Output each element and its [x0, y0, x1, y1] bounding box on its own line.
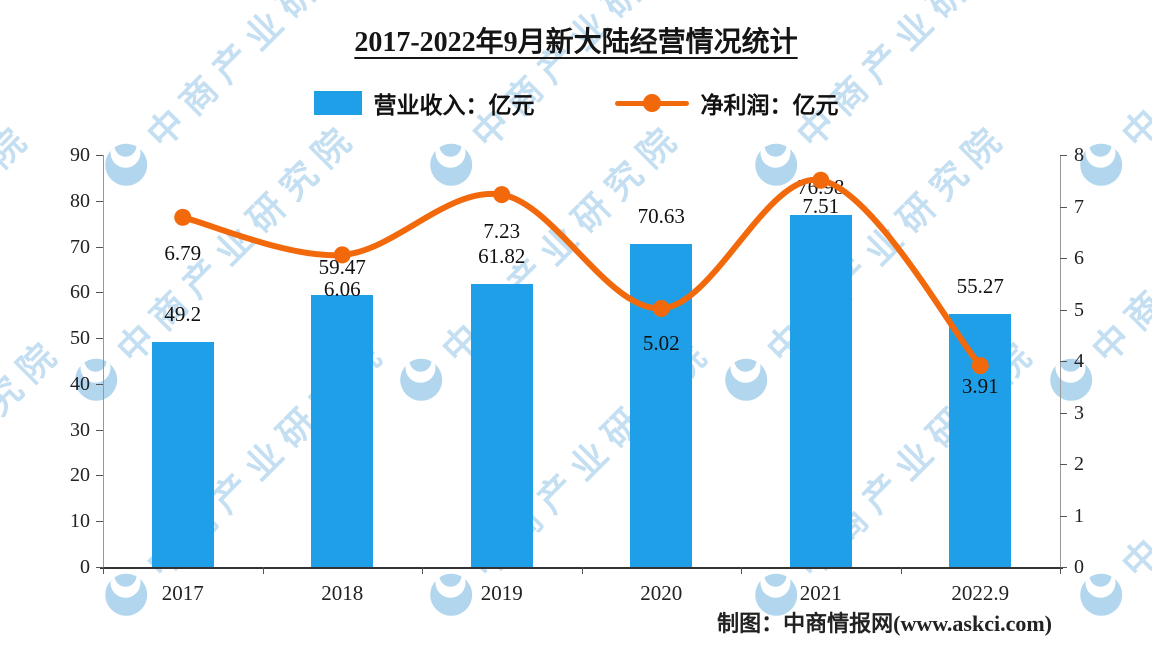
- right-axis-tick-label: 2: [1074, 453, 1084, 475]
- line-value-label: 3.91: [961, 373, 999, 398]
- left-axis-tick-label: 20: [70, 464, 90, 487]
- line-value-label: 7.51: [802, 194, 840, 219]
- profit-marker: [493, 186, 511, 204]
- right-axis-tick-label: 1: [1074, 504, 1084, 527]
- left-axis-tick-label: 40: [70, 372, 90, 395]
- y-axis-left-tick: [96, 567, 103, 568]
- bar-value-label: 70.63: [637, 203, 685, 228]
- y-axis-left-tick: [96, 200, 103, 202]
- legend-label-profit: 净利润：亿元: [700, 93, 839, 118]
- revenue-bar: [789, 214, 852, 567]
- revenue-bar: [311, 294, 374, 567]
- line-value-label: 6.79: [164, 241, 202, 266]
- x-axis-tick: [741, 567, 742, 574]
- right-axis-tick-label: 0: [1074, 556, 1084, 578]
- x-axis-tick: [900, 567, 902, 574]
- y-axis-right-tick: [1060, 412, 1067, 414]
- y-axis-left-tick: [96, 429, 103, 431]
- revenue-bar: [470, 284, 533, 567]
- profit-marker: [812, 171, 830, 189]
- left-axis-tick-label: 70: [70, 235, 90, 258]
- x-axis-label: 2020: [640, 581, 683, 605]
- right-axis-tick-label: 7: [1074, 195, 1084, 218]
- left-axis-tick-label: 50: [70, 327, 90, 350]
- y-axis-right-tick: [1060, 361, 1067, 362]
- y-axis-right-tick: [1060, 309, 1067, 311]
- x-axis-tick: [1060, 567, 1061, 574]
- source-credit: 制图：中商情报网(www.askci.com): [717, 611, 1052, 636]
- profit-marker: [652, 299, 670, 317]
- left-axis-tick-label: 30: [70, 418, 90, 441]
- right-axis-tick-label: 3: [1074, 401, 1084, 424]
- left-axis-tick-label: 10: [70, 510, 90, 533]
- y-axis-left-tick: [96, 475, 103, 477]
- y-axis-left-line: [103, 155, 104, 567]
- y-axis-right-tick: [1060, 464, 1067, 465]
- line-value-label: 7.23: [483, 218, 521, 243]
- revenue-swatch-icon: [313, 91, 362, 115]
- revenue-bar: [949, 313, 1012, 567]
- profit-marker: [174, 208, 192, 226]
- profit-marker: [971, 357, 989, 375]
- revenue-bar: [151, 341, 214, 567]
- x-axis-tick: [103, 567, 104, 574]
- left-axis-tick-label: 80: [70, 189, 90, 212]
- bar-value-label: 55.27: [956, 273, 1004, 298]
- profit-marker-sample: [642, 94, 661, 112]
- left-axis-tick-label: 90: [70, 144, 90, 166]
- left-axis-tick-label: 60: [70, 281, 90, 304]
- legend-item-profit: 净利润：亿元: [614, 86, 839, 120]
- chart-title: 2017-2022年9月新大陆经营情况统计: [354, 27, 798, 58]
- y-axis-left-tick: [96, 338, 103, 340]
- x-axis-tick: [262, 567, 264, 574]
- legend-label-revenue: 营业收入：亿元: [373, 93, 535, 118]
- profit-marker: [333, 246, 351, 264]
- profit-swatch-icon: [614, 91, 689, 115]
- y-axis-left-tick: [96, 246, 103, 248]
- x-axis-label: 2021: [799, 581, 842, 605]
- x-axis-label: 2019: [480, 581, 523, 605]
- y-axis-right-tick: [1060, 567, 1067, 568]
- x-axis-label: 2017: [161, 581, 204, 605]
- right-axis-tick-label: 6: [1074, 247, 1084, 269]
- y-axis-right-tick: [1060, 258, 1067, 259]
- right-axis-tick-label: 5: [1074, 298, 1084, 321]
- bar-value-label: 61.82: [478, 244, 526, 268]
- line-value-label: 6.06: [323, 276, 361, 301]
- line-value-label: 5.02: [642, 331, 680, 356]
- y-axis-left-tick: [96, 521, 103, 523]
- right-axis-tick-label: 4: [1074, 350, 1084, 372]
- x-axis-tick: [422, 567, 423, 574]
- legend: 营业收入：亿元 净利润：亿元: [0, 86, 1152, 120]
- revenue-bar: [630, 243, 693, 567]
- x-axis-tick: [581, 567, 583, 574]
- y-axis-right-tick: [1060, 155, 1067, 156]
- x-axis-label: 2022.9: [951, 581, 1010, 605]
- y-axis-right-tick: [1060, 515, 1067, 517]
- left-axis-tick-label: 0: [80, 556, 90, 578]
- x-axis-label: 2018: [321, 581, 364, 605]
- profit-line-path: [179, 177, 984, 369]
- y-axis-left-tick: [96, 292, 103, 294]
- bar-value-label: 49.2: [164, 301, 202, 326]
- bar-value-label: 59.47: [318, 254, 366, 279]
- legend-item-revenue: 营业收入：亿元: [313, 86, 535, 120]
- y-axis-right-tick: [1060, 206, 1067, 208]
- y-axis-left-tick: [96, 383, 103, 385]
- right-axis-tick-label: 8: [1074, 144, 1084, 166]
- y-axis-left-tick: [96, 155, 103, 156]
